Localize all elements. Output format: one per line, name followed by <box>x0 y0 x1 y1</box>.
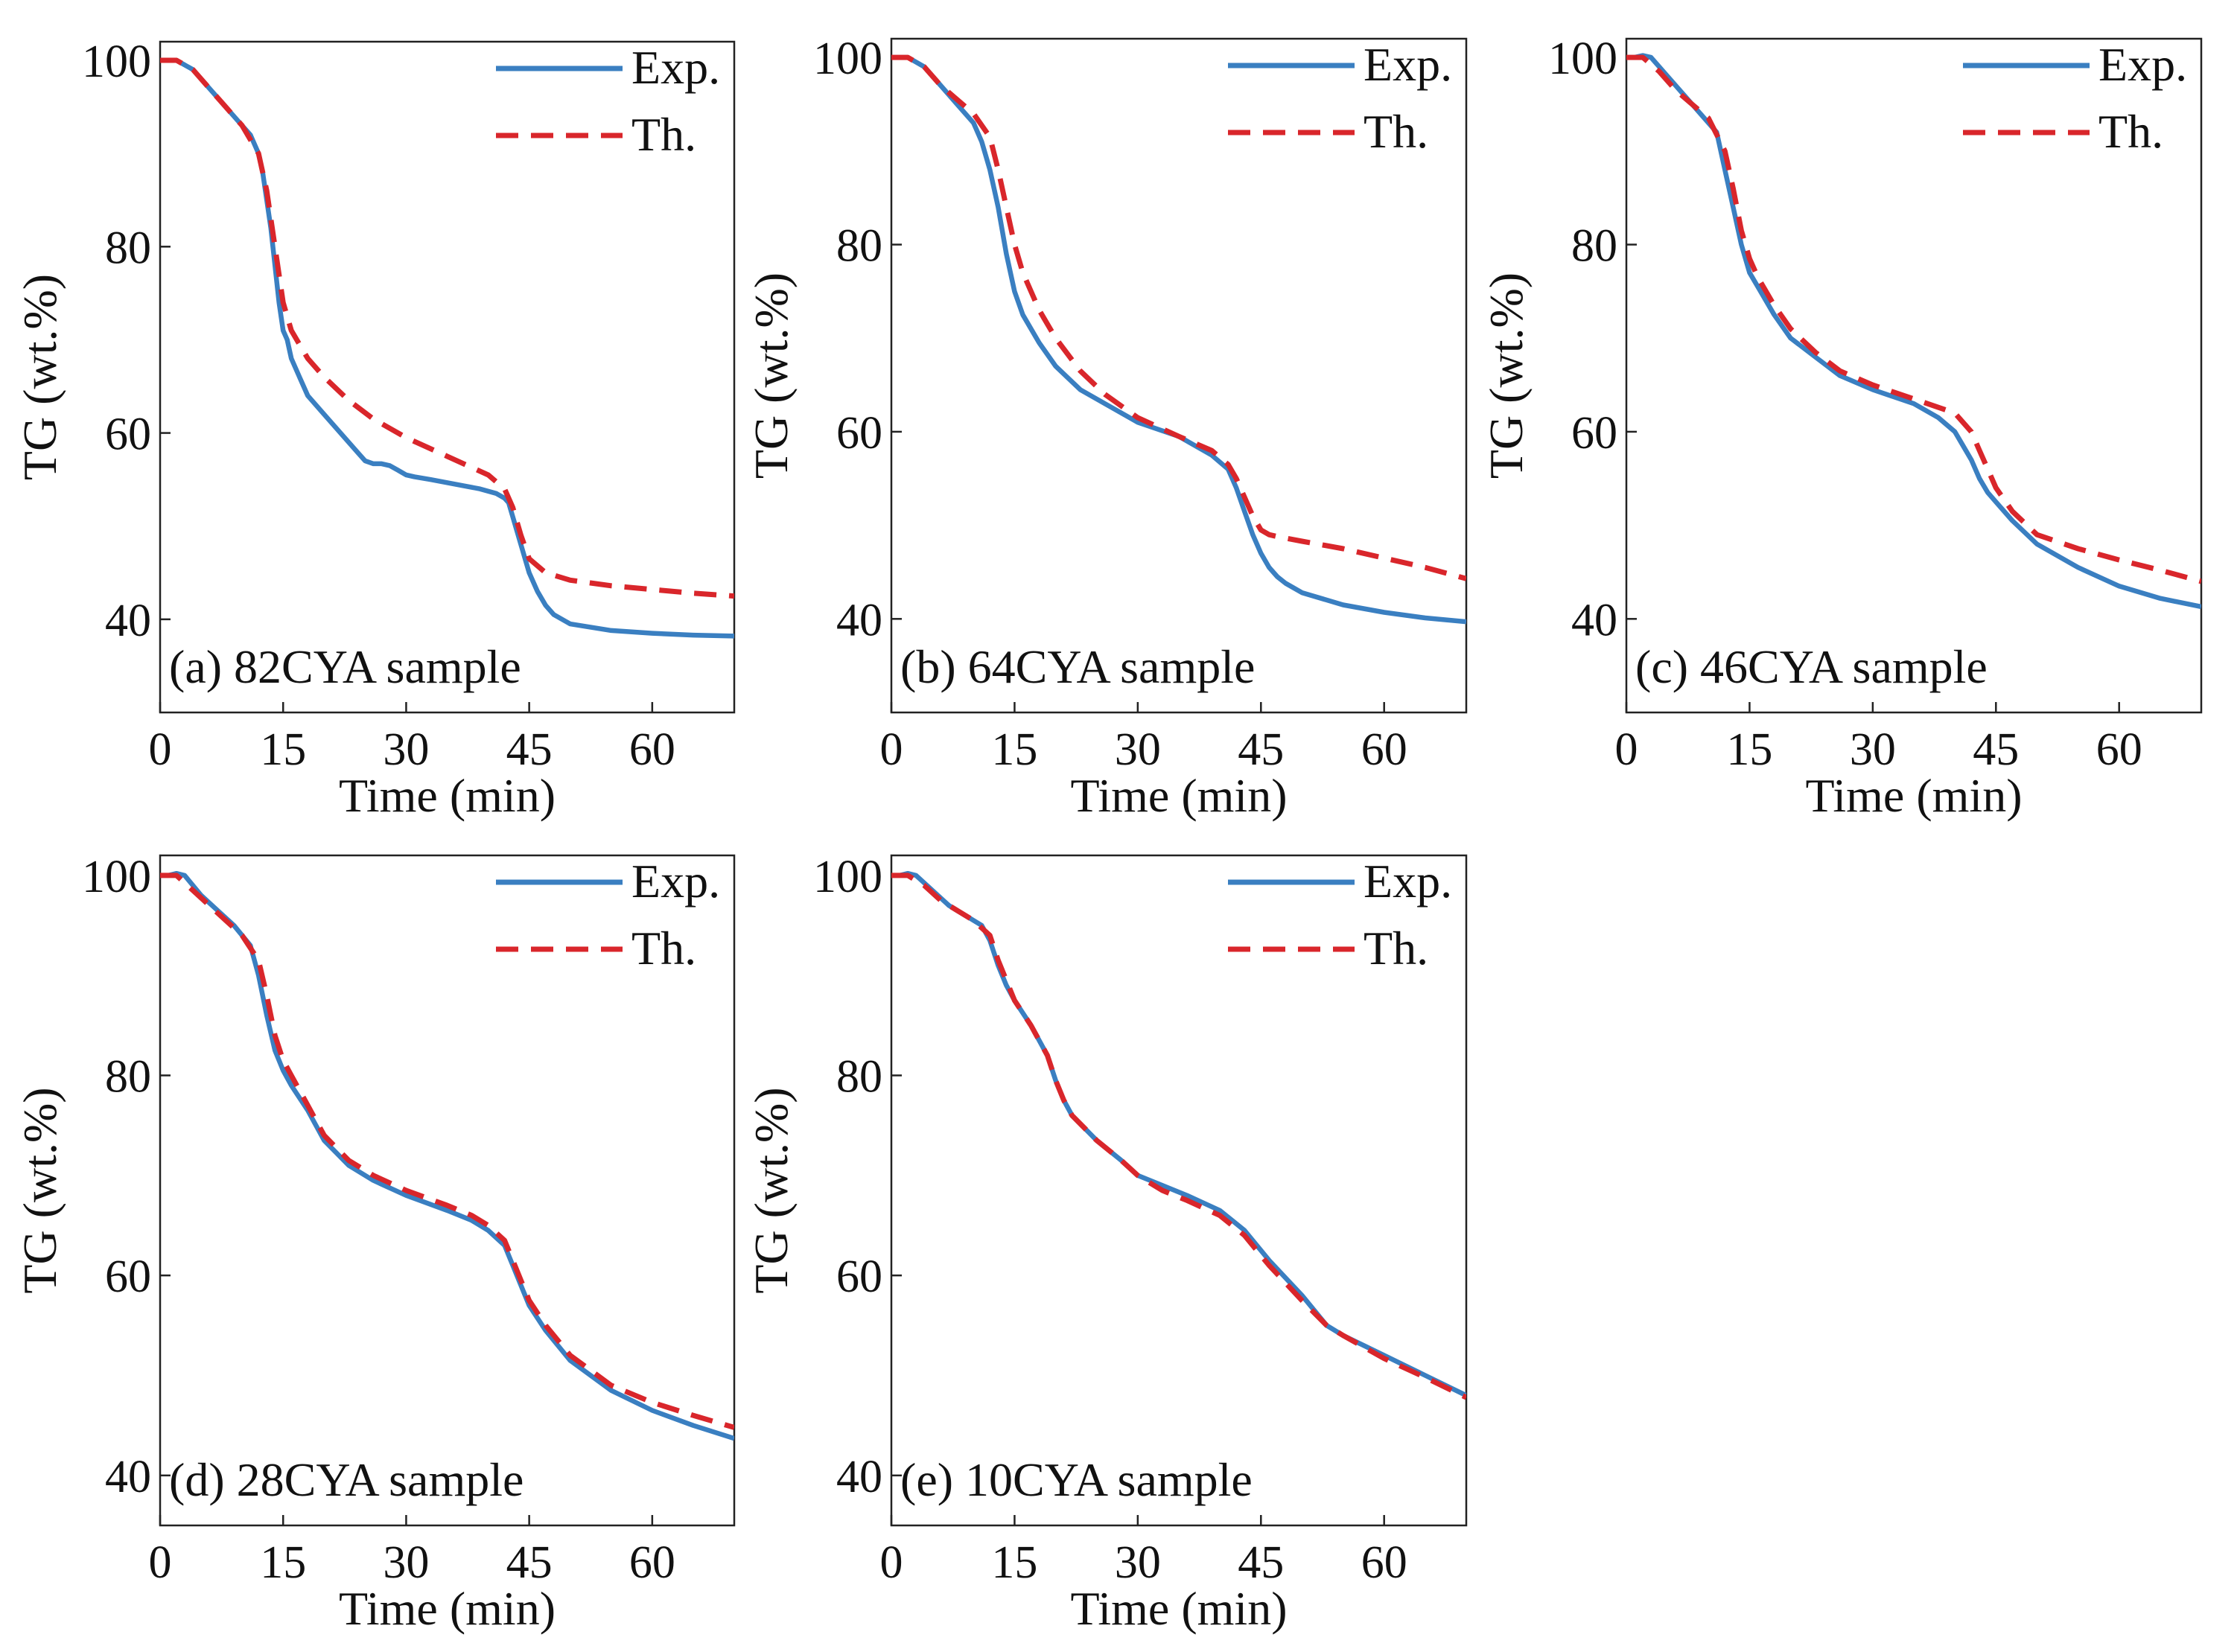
y-axis-label: TG (wt.%) <box>13 1087 66 1293</box>
y-tick-label: 100 <box>1548 34 1617 84</box>
chart-panel-e: 0 15 30 45 60 40 60 80 100 Time (min) TG (wt.%) Exp… <box>745 852 1468 1635</box>
series-line-exp <box>891 54 1466 625</box>
y-tick-label: 60 <box>105 1251 151 1302</box>
y-tick-label: 40 <box>105 596 151 646</box>
legend-label-exp: Exp. <box>1363 855 1452 908</box>
y-tick-label: 60 <box>1571 408 1617 459</box>
plot-frame <box>1625 37 2203 714</box>
x-tick-label: 30 <box>1115 1537 1161 1588</box>
y-tick-label: 40 <box>836 595 882 645</box>
legend-label-th: Th. <box>631 108 696 161</box>
legend-label-th: Th. <box>631 922 696 975</box>
legend-label-exp: Exp. <box>2098 38 2187 91</box>
x-tick-label: 15 <box>260 724 306 775</box>
panel-label: (b) 64CYA sample <box>900 640 1255 693</box>
x-tick-label: 30 <box>383 724 429 775</box>
x-tick-label: 30 <box>1850 724 1896 775</box>
panel-label: (c) 46CYA sample <box>1635 640 1988 693</box>
x-tick-label: 15 <box>1726 724 1772 775</box>
x-tick-label: 45 <box>506 1537 553 1588</box>
x-tick-label: 30 <box>1115 724 1161 775</box>
x-tick-label: 0 <box>880 1537 903 1588</box>
x-axis-label: Time (min) <box>1071 769 1288 822</box>
y-tick-label: 80 <box>836 1052 882 1103</box>
chart-panel-c: 0 15 30 45 60 40 60 80 100 Time (min) TG (wt.%) Exp… <box>1480 34 2203 822</box>
x-tick-label: 60 <box>629 724 675 775</box>
series-line-exp <box>160 57 734 639</box>
y-tick-label: 40 <box>836 1452 882 1502</box>
panel-label: (d) 28CYA sample <box>169 1453 524 1506</box>
x-tick-label: 60 <box>1361 1537 1407 1588</box>
y-tick-label: 80 <box>105 223 151 273</box>
y-tick-label: 80 <box>105 1052 151 1103</box>
y-tick-label: 60 <box>836 1251 882 1302</box>
plot-frame <box>890 37 1468 714</box>
x-tick-label: 15 <box>991 724 1037 775</box>
x-tick-label: 60 <box>1361 724 1407 775</box>
x-axis-label: Time (min) <box>1071 1582 1288 1635</box>
chart-panel-d: 0 15 30 45 60 40 60 80 100 Time (min) TG (wt.%) Exp… <box>13 852 736 1635</box>
y-tick-label: 60 <box>105 409 151 460</box>
x-tick-label: 45 <box>1238 724 1284 775</box>
x-tick-label: 0 <box>1615 724 1638 775</box>
x-tick-label: 15 <box>991 1537 1037 1588</box>
legend-label-th: Th. <box>1363 922 1428 975</box>
x-tick-label: 45 <box>506 724 553 775</box>
y-tick-label: 100 <box>82 36 151 87</box>
legend-label-th: Th. <box>2098 105 2163 158</box>
series-line-th <box>891 873 1466 1400</box>
y-tick-label: 100 <box>813 34 882 84</box>
x-tick-label: 60 <box>2096 724 2142 775</box>
y-axis-label: TG (wt.%) <box>745 1087 798 1293</box>
chart-panel-b: 0 15 30 45 60 40 60 80 100 Time (min) TG (wt.%) Exp… <box>745 34 1468 822</box>
plot-frame <box>159 40 736 714</box>
chart-panel-a: 0 15 30 45 60 40 60 80 100 Time (min) TG (wt.%) Exp… <box>13 36 736 822</box>
panel-label: (e) 10CYA sample <box>900 1453 1253 1506</box>
y-tick-label: 100 <box>813 852 882 902</box>
x-tick-label: 60 <box>629 1537 675 1588</box>
y-axis-label: TG (wt.%) <box>1480 272 1533 479</box>
y-tick-label: 40 <box>1571 595 1617 645</box>
legend-label-th: Th. <box>1363 105 1428 158</box>
x-tick-label: 30 <box>383 1537 429 1588</box>
x-tick-label: 0 <box>880 724 903 775</box>
x-tick-label: 15 <box>260 1537 306 1588</box>
y-tick-label: 80 <box>836 221 882 272</box>
series-line-th <box>891 54 1466 581</box>
y-axis-label: TG (wt.%) <box>745 272 798 479</box>
legend-label-exp: Exp. <box>1363 38 1452 91</box>
series-line-th <box>160 57 734 599</box>
panel-label: (a) 82CYA sample <box>169 640 521 693</box>
y-tick-label: 80 <box>1571 221 1617 272</box>
x-axis-label: Time (min) <box>339 769 556 822</box>
x-tick-label: 0 <box>149 1537 172 1588</box>
x-tick-label: 45 <box>1973 724 2019 775</box>
x-tick-label: 0 <box>149 724 172 775</box>
y-tick-label: 40 <box>105 1452 151 1502</box>
legend-label-exp: Exp. <box>631 41 720 94</box>
plot-frame <box>890 854 1468 1527</box>
series-line-th <box>160 873 734 1430</box>
x-axis-label: Time (min) <box>1806 769 2023 822</box>
legend-label-exp: Exp. <box>631 855 720 908</box>
x-tick-label: 45 <box>1238 1537 1284 1588</box>
y-tick-label: 60 <box>836 408 882 459</box>
y-tick-label: 100 <box>82 852 151 902</box>
x-axis-label: Time (min) <box>339 1582 556 1635</box>
y-axis-label: TG (wt.%) <box>13 274 66 480</box>
plot-frame <box>159 854 736 1527</box>
